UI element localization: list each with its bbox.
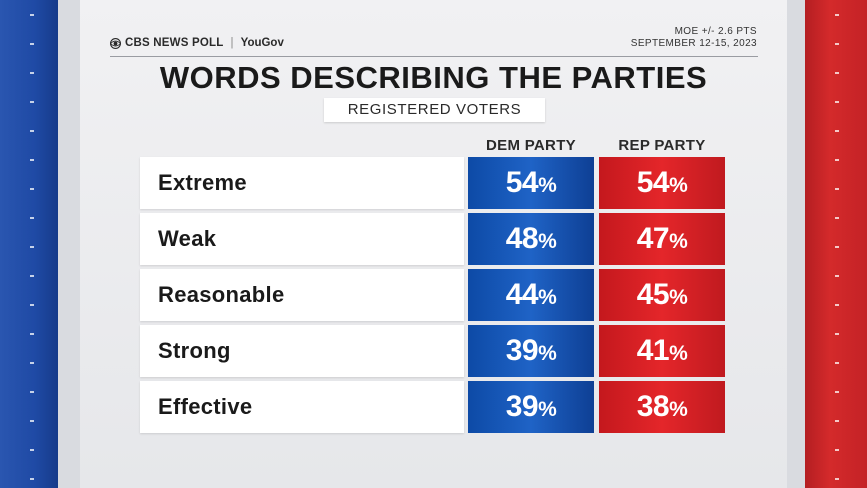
value-unit: % [538, 398, 557, 421]
column-header-rep: REP PARTY [618, 137, 706, 154]
brand-poll-label: CBS NEWS POLL [125, 37, 224, 49]
value-unit: % [538, 230, 557, 253]
stripe-tick [30, 449, 34, 451]
stripe-tick [30, 130, 34, 132]
stripe-tick [30, 246, 34, 248]
value-number: 47 [636, 222, 670, 255]
stripe-tick [835, 362, 839, 364]
stripe-tick [30, 333, 34, 335]
value-unit: % [538, 174, 557, 197]
value-number: 54 [636, 166, 670, 199]
table-row: Effective 39% 38% [140, 381, 727, 433]
dem-value-cell: 48% [468, 213, 594, 265]
stripe-tick [835, 304, 839, 306]
brand-separator: | [230, 37, 234, 49]
stripe-tick [835, 420, 839, 422]
dem-value-cell: 44% [468, 269, 594, 321]
stripe-tick [835, 72, 839, 74]
stripe-tick [835, 43, 839, 45]
stripe-tick [30, 188, 34, 190]
stripe-tick [30, 43, 34, 45]
value-unit: % [669, 174, 688, 197]
value-unit: % [538, 286, 557, 309]
value-unit: % [538, 342, 557, 365]
row-label: Reasonable [158, 282, 285, 307]
row-label: Extreme [158, 170, 247, 195]
rep-value-cell: 38% [599, 381, 725, 433]
moe-line: MOE +/- 2.6 PTS [674, 26, 757, 37]
value-number: 54 [505, 166, 539, 199]
stripe-tick [30, 362, 34, 364]
value-number: 38 [636, 390, 670, 423]
poll-dates: SEPTEMBER 12-15, 2023 [630, 38, 757, 49]
dem-value-cell: 54% [468, 157, 594, 209]
stripe-tick [30, 159, 34, 161]
cbs-eye-icon [110, 37, 121, 49]
chart-title: WORDS DESCRIBING THE PARTIES [159, 60, 708, 95]
stripe-tick [835, 101, 839, 103]
stripe-tick [835, 188, 839, 190]
stripe-tick [30, 304, 34, 306]
stripe-tick [30, 275, 34, 277]
row-label-box: Reasonable [140, 269, 464, 321]
stripe-tick [30, 14, 34, 16]
brand-logo: CBS NEWS POLL | YouGov [110, 36, 284, 50]
right-red-stripe [805, 0, 867, 488]
stripe-tick [835, 246, 839, 248]
stripe-tick [30, 420, 34, 422]
column-header-dem: DEM PARTY [486, 137, 576, 154]
value-number: 39 [505, 390, 539, 423]
stripe-tick [835, 14, 839, 16]
stripe-tick [835, 217, 839, 219]
stripe-tick [835, 449, 839, 451]
moe-block: MOE +/- 2.6 PTS SEPTEMBER 12-15, 2023 [631, 26, 757, 50]
dem-value-cell: 39% [468, 381, 594, 433]
value-unit: % [669, 398, 688, 421]
value-number: 41 [636, 334, 670, 367]
value-number: 39 [505, 334, 539, 367]
value-number: 48 [505, 222, 539, 255]
stripe-tick [835, 478, 839, 480]
table-row: Extreme 54% 54% [140, 157, 727, 209]
stripe-tick [30, 72, 34, 74]
stripe-tick [30, 217, 34, 219]
value-number: 44 [505, 278, 539, 311]
value-unit: % [669, 342, 688, 365]
stripe-tick [835, 275, 839, 277]
table-row: Strong 39% 41% [140, 325, 727, 377]
rep-value-cell: 41% [599, 325, 725, 377]
table-row: Reasonable 44% 45% [140, 269, 727, 321]
stripe-tick [835, 333, 839, 335]
row-label: Strong [158, 338, 231, 363]
stripe-tick [30, 478, 34, 480]
row-label: Weak [158, 226, 217, 251]
stripe-tick [30, 101, 34, 103]
stripe-tick [835, 130, 839, 132]
row-label-box: Weak [140, 213, 464, 265]
rep-value-cell: 45% [599, 269, 725, 321]
row-label-box: Effective [140, 381, 464, 433]
brand-partner: YouGov [240, 37, 284, 49]
row-label-box: Strong [140, 325, 464, 377]
table-row: Weak 48% 47% [140, 213, 727, 265]
row-label: Effective [158, 394, 253, 419]
dem-value-cell: 39% [468, 325, 594, 377]
header-divider [110, 56, 758, 57]
rep-value-cell: 54% [599, 157, 725, 209]
value-unit: % [669, 230, 688, 253]
rep-value-cell: 47% [599, 213, 725, 265]
value-unit: % [669, 286, 688, 309]
left-blue-stripe [0, 0, 58, 488]
value-number: 45 [636, 278, 670, 311]
stripe-tick [835, 391, 839, 393]
row-label-box: Extreme [140, 157, 464, 209]
stripe-tick [835, 159, 839, 161]
stripe-tick [30, 391, 34, 393]
chart-subtitle: REGISTERED VOTERS [324, 98, 545, 122]
